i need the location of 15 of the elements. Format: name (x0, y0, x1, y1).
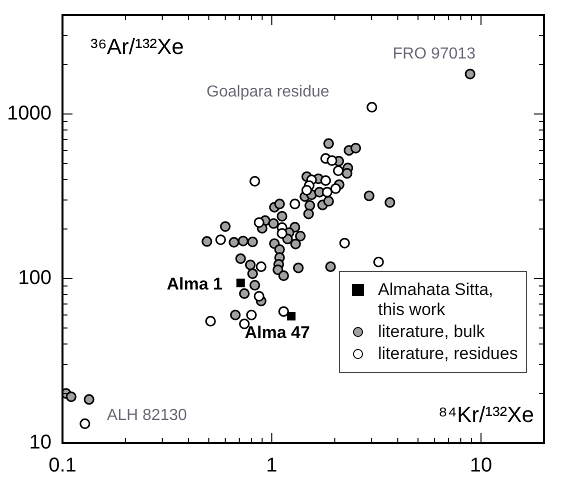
x-axis-title: ⁸⁴Kr/¹³²Xe (438, 402, 534, 428)
x-tick-label: 1 (266, 454, 278, 477)
legend-label: literature, bulk (378, 322, 485, 342)
y-tick-label: 100 (18, 267, 52, 290)
legend-label: literature, residues (378, 344, 518, 364)
x-tick-label: 10 (470, 454, 492, 477)
annotation: FRO 97013 (392, 45, 476, 62)
annotation: Alma 1 (166, 274, 222, 294)
x-tick-label: 0.1 (48, 454, 76, 477)
y-tick-label: 10 (29, 432, 52, 454)
annotation: ALH 82130 (106, 407, 188, 424)
y-tick-label: 1000 (6, 102, 52, 125)
y-axis-title: ³⁶Ar/¹³²Xe (90, 34, 184, 60)
annotation: Goalpara residue (206, 84, 330, 101)
annotation: Alma 47 (244, 322, 310, 342)
